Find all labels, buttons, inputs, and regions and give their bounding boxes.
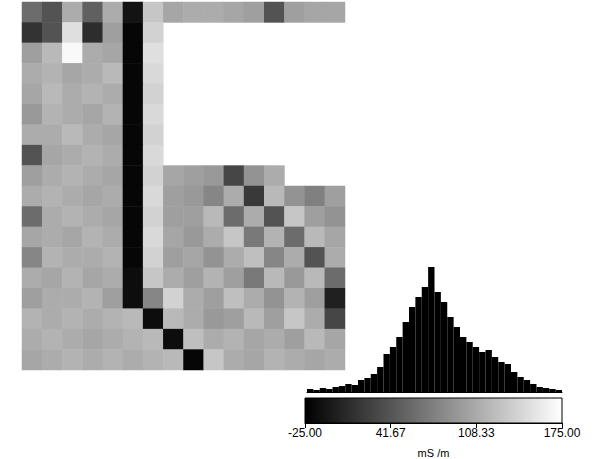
svg-text:-25.00: -25.00 [288, 426, 322, 440]
svg-text:108.33: 108.33 [458, 426, 495, 440]
svg-text:41.67: 41.67 [376, 426, 406, 440]
svg-text:mS /m: mS /m [418, 447, 450, 459]
svg-text:175.00: 175.00 [544, 426, 581, 440]
